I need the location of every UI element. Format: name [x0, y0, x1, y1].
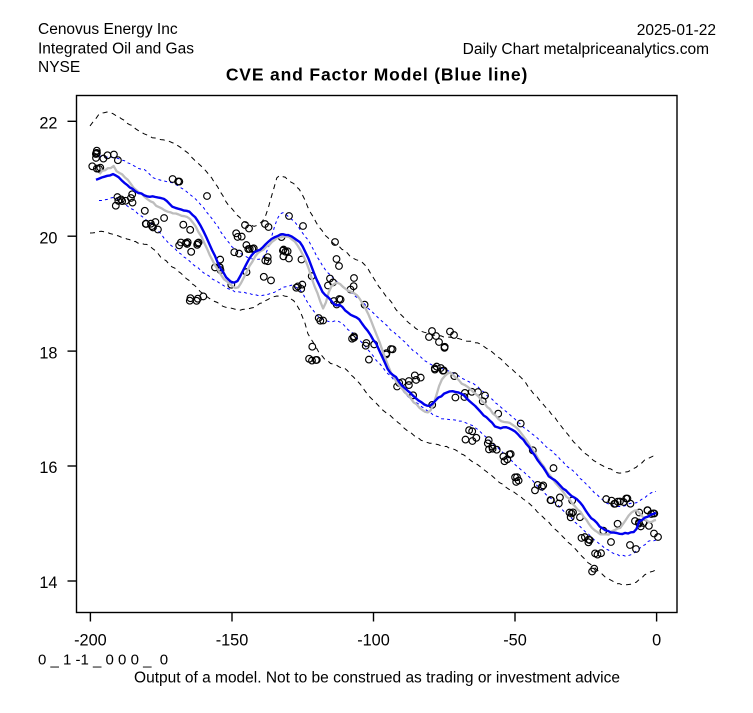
svg-text:0 _ 1 -1 _ 0 0 0 _ 0: 0 _ 1 -1 _ 0 0 0 _ 0 — [38, 652, 168, 669]
svg-text:Cenovus Energy Inc: Cenovus Energy Inc — [38, 21, 178, 38]
svg-text:Daily Chart metalpriceanalytic: Daily Chart metalpriceanalytics.com — [463, 41, 709, 58]
svg-text:Integrated Oil and Gas: Integrated Oil and Gas — [38, 41, 194, 58]
svg-text:20: 20 — [39, 229, 57, 247]
svg-text:14: 14 — [39, 574, 57, 592]
svg-text:Output of a model. Not to be c: Output of a model. Not to be construed a… — [134, 670, 620, 687]
svg-text:-50: -50 — [503, 632, 527, 650]
svg-text:0: 0 — [652, 632, 661, 650]
svg-text:NYSE: NYSE — [38, 59, 80, 76]
svg-text:2025-01-22: 2025-01-22 — [637, 22, 716, 39]
svg-text:22: 22 — [39, 115, 57, 133]
svg-text:16: 16 — [39, 459, 57, 477]
svg-text:-200: -200 — [74, 632, 107, 650]
svg-text:18: 18 — [39, 344, 57, 362]
svg-text:-150: -150 — [216, 632, 249, 650]
svg-text:-100: -100 — [357, 632, 390, 650]
svg-text:CVE and Factor Model (Blue lin: CVE and Factor Model (Blue line) — [226, 65, 528, 85]
